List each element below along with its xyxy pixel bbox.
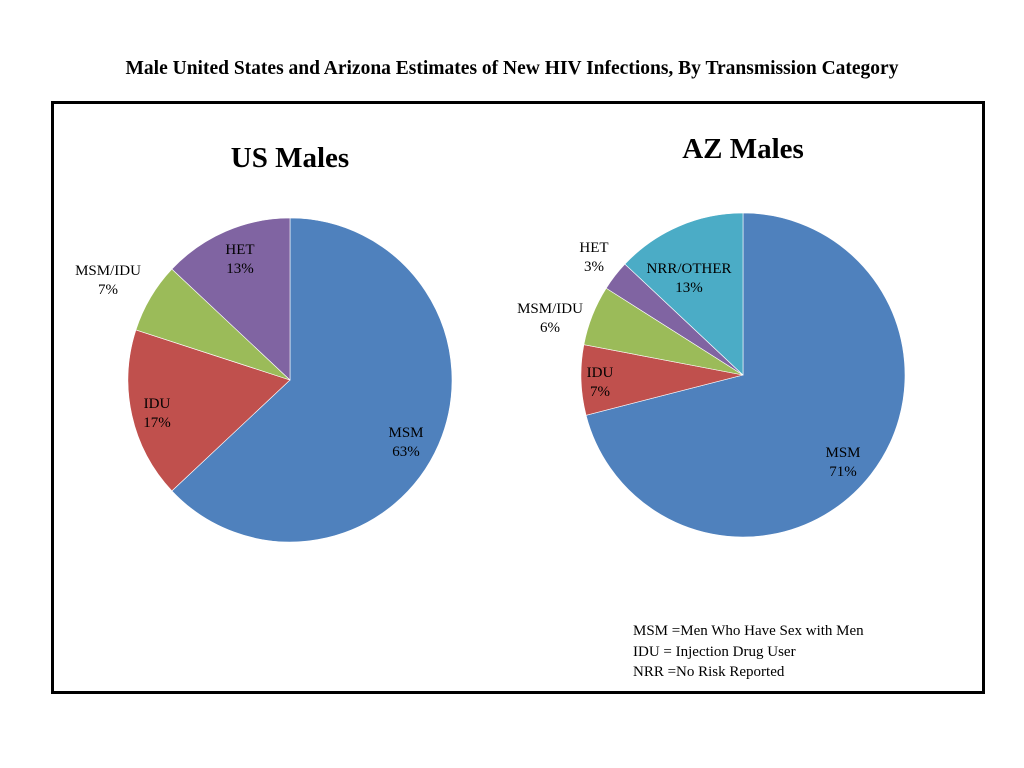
us-males-pie-chart: US Males MSM 63% IDU 17% MSM/IDU 7% HET 13% (75, 142, 453, 543)
legend-item-nrr: NRR =No Risk Reported (633, 664, 785, 680)
abbreviation-legend: MSM =Men Who Have Sex with Men IDU = Inj… (633, 621, 864, 683)
us-males-slice-msm (171, 217, 453, 543)
az-males-title: AZ Males (682, 133, 804, 165)
us-males-label-idu: IDU 17% (143, 396, 171, 431)
az-males-slice-nrr-other (624, 212, 744, 376)
legend-item-msm: MSM =Men Who Have Sex with Men (633, 623, 864, 639)
az-males-slice-msm (585, 212, 906, 538)
us-males-label-msm-idu: MSM/IDU 7% (75, 263, 141, 298)
us-males-label-het: HET 13% (225, 242, 254, 277)
us-males-title: US Males (231, 142, 349, 174)
us-males-slice-idu (127, 329, 291, 492)
us-males-label-msm: MSM 63% (388, 425, 423, 460)
az-males-label-idu: IDU 7% (587, 365, 614, 400)
legend-item-idu: IDU = Injection Drug User (633, 643, 796, 660)
az-males-label-het: HET 3% (579, 240, 608, 275)
az-males-label-msm: MSM 71% (825, 445, 860, 480)
az-males-pie-chart: AZ Males MSM 71% IDU 7% MSM/IDU 6% HET 3% NRR/OTH… (517, 133, 906, 538)
page-title: Male United States and Arizona Estimates… (125, 58, 899, 79)
chart-frame (51, 101, 985, 694)
us-males-slice-het (171, 217, 291, 381)
az-males-label-nrr-other: NRR/OTHER 13% (646, 261, 731, 296)
az-males-label-msm-idu: MSM/IDU 6% (517, 301, 583, 336)
